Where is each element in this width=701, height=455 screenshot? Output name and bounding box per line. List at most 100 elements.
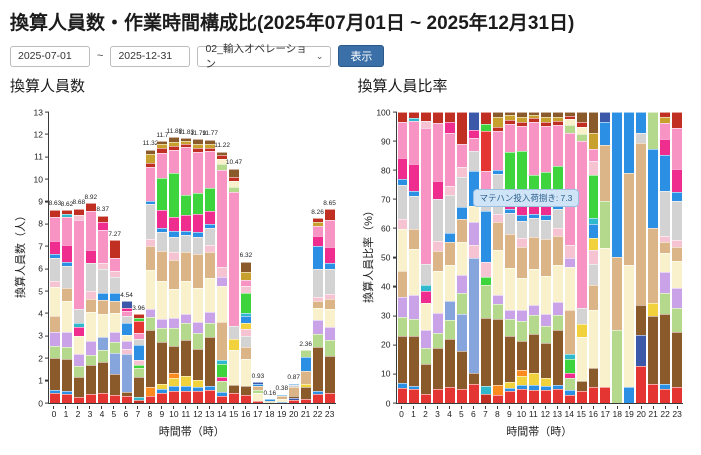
bar-segment-teal[interactable]: [588, 217, 599, 225]
bar-segment-blue[interactable]: [397, 383, 408, 388]
bar-segment-red[interactable]: [528, 390, 539, 403]
bar-segment-darkred[interactable]: [324, 209, 335, 220]
bar-segment-cream[interactable]: [217, 158, 228, 164]
stacked-bar-hour-10[interactable]: [516, 111, 527, 403]
bar-segment-cream[interactable]: [312, 308, 323, 321]
bar-segment-blue[interactable]: [528, 214, 539, 219]
bar-segment-gray[interactable]: [409, 195, 420, 229]
bar-segment-brown[interactable]: [516, 111, 527, 118]
bar-segment-tan[interactable]: [612, 257, 623, 330]
stacked-bar-hour-17[interactable]: [600, 112, 611, 403]
bar-segment-gray[interactable]: [433, 198, 444, 241]
bar-segment-lightpink[interactable]: [241, 285, 251, 293]
stacked-bar-hour-2[interactable]: [421, 111, 432, 403]
bar-segment-blue[interactable]: [157, 389, 168, 393]
bar-segment-red[interactable]: [469, 383, 480, 403]
bar-segment-gray[interactable]: [457, 177, 468, 207]
bar-segment-plum[interactable]: [169, 317, 180, 329]
bar-segment-deeppink[interactable]: [397, 158, 408, 179]
bar-segment-cream[interactable]: [109, 313, 120, 332]
bar-segment-cream[interactable]: [181, 281, 192, 314]
bar-segment-slateblue[interactable]: [469, 258, 480, 374]
bar-segment-brown[interactable]: [409, 336, 420, 386]
bar-segment-cream[interactable]: [169, 288, 180, 318]
bar-segment-pink[interactable]: [504, 124, 515, 153]
bar-segment-lightpink[interactable]: [312, 296, 323, 301]
bar-segment-plum[interactable]: [312, 320, 323, 334]
bar-segment-gray[interactable]: [169, 236, 180, 253]
stacked-bar-hour-7[interactable]: [481, 112, 491, 403]
bar-segment-lightgreen[interactable]: [229, 187, 239, 193]
bar-segment-deeppink[interactable]: [73, 327, 84, 336]
bar-segment-pink[interactable]: [193, 152, 204, 194]
bar-segment-brown[interactable]: [288, 395, 299, 398]
bar-segment-brown[interactable]: [564, 112, 575, 116]
bar-segment-blue[interactable]: [528, 384, 539, 391]
date-from-input[interactable]: [10, 45, 90, 67]
bar-segment-yellow[interactable]: [300, 384, 311, 388]
bar-segment-pink[interactable]: [109, 258, 120, 271]
bar-segment-pink[interactable]: [516, 126, 527, 152]
bar-segment-brown[interactable]: [469, 373, 480, 384]
display-button[interactable]: 表示: [338, 45, 385, 67]
bar-segment-red[interactable]: [409, 389, 420, 403]
bar-segment-brown[interactable]: [193, 348, 204, 381]
stacked-bar-hour-18[interactable]: [612, 112, 623, 403]
bar-segment-plum[interactable]: [73, 353, 84, 367]
bar-segment-blue[interactable]: [145, 200, 156, 204]
bar-segment-lightgreen[interactable]: [552, 314, 563, 330]
bar-segment-cream[interactable]: [457, 241, 468, 276]
bar-segment-navy[interactable]: [121, 301, 132, 308]
bar-segment-red[interactable]: [97, 392, 108, 403]
bar-segment-tan[interactable]: [276, 396, 287, 399]
bar-segment-lightgreen[interactable]: [528, 315, 539, 334]
bar-segment-red[interactable]: [169, 390, 180, 403]
bar-segment-gray[interactable]: [229, 326, 239, 339]
bar-segment-lightpink[interactable]: [457, 166, 468, 178]
bar-segment-brown[interactable]: [516, 340, 527, 371]
bar-segment-plum[interactable]: [181, 313, 192, 324]
bar-segment-brown[interactable]: [181, 138, 192, 142]
bar-segment-navy[interactable]: [600, 112, 611, 123]
stacked-bar-hour-7[interactable]: [133, 314, 144, 403]
bar-segment-cream[interactable]: [252, 393, 263, 402]
bar-segment-tan[interactable]: [312, 300, 323, 309]
bar-segment-cream[interactable]: [576, 126, 587, 135]
bar-segment-gray[interactable]: [205, 227, 216, 245]
bar-segment-blue[interactable]: [469, 170, 480, 206]
bar-segment-red[interactable]: [540, 390, 551, 403]
bar-segment-darkred[interactable]: [205, 147, 216, 152]
bar-segment-tan[interactable]: [181, 252, 192, 282]
bar-segment-plum[interactable]: [85, 340, 96, 355]
bar-segment-blue[interactable]: [264, 399, 275, 401]
bar-segment-tan[interactable]: [324, 299, 335, 309]
bar-segment-pink[interactable]: [145, 166, 156, 201]
bar-segment-pink[interactable]: [169, 150, 180, 174]
date-to-input[interactable]: [110, 45, 191, 67]
bar-segment-deeppink[interactable]: [469, 129, 480, 139]
bar-segment-pink[interactable]: [133, 332, 144, 340]
bar-segment-brown[interactable]: [433, 347, 444, 390]
bar-segment-olive[interactable]: [181, 141, 192, 145]
bar-segment-deeppink[interactable]: [181, 215, 192, 232]
bar-segment-navy[interactable]: [636, 335, 647, 366]
bar-segment-red[interactable]: [433, 389, 444, 403]
bar-segment-yellow[interactable]: [181, 375, 192, 387]
bar-segment-red[interactable]: [50, 392, 60, 403]
bar-segment-cream[interactable]: [528, 269, 539, 306]
bar-segment-cream[interactable]: [205, 278, 216, 312]
bar-segment-gray[interactable]: [516, 220, 527, 238]
bar-segment-brown[interactable]: [157, 342, 168, 385]
bar-segment-blue[interactable]: [300, 357, 311, 371]
bar-segment-blue[interactable]: [660, 384, 671, 389]
bar-segment-blue[interactable]: [276, 394, 287, 397]
bar-segment-cream[interactable]: [85, 312, 96, 341]
bar-segment-red[interactable]: [600, 386, 611, 403]
bar-segment-green[interactable]: [528, 174, 539, 197]
bar-segment-olive[interactable]: [540, 117, 551, 122]
bar-segment-lightpink[interactable]: [433, 240, 444, 252]
bar-segment-brown[interactable]: [636, 305, 647, 336]
bar-segment-lightgreen[interactable]: [504, 319, 515, 336]
bar-segment-tan[interactable]: [217, 322, 228, 361]
bar-segment-olive[interactable]: [145, 154, 156, 163]
